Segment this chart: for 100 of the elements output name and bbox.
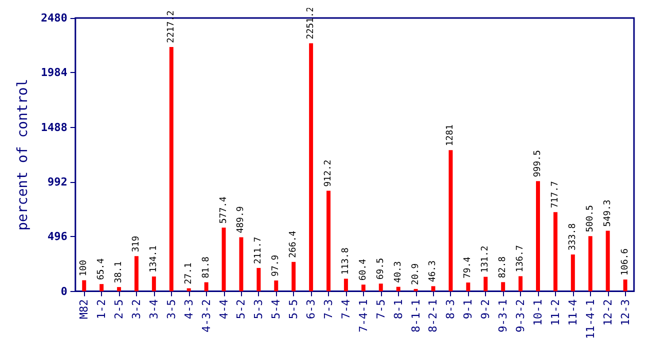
bar — [448, 150, 453, 292]
x-tick-label: 11-4 — [566, 298, 580, 326]
y-tick-label: 1984 — [40, 66, 68, 80]
data-label: 717.7 — [550, 181, 560, 208]
bar — [274, 280, 278, 292]
bar — [484, 276, 488, 292]
bar — [344, 278, 348, 292]
data-label: 97.9 — [271, 254, 282, 276]
bar — [501, 282, 506, 292]
data-label: 46.3 — [428, 260, 438, 282]
data-label: 113.8 — [340, 248, 351, 275]
bar — [169, 46, 174, 292]
bar — [326, 190, 331, 292]
data-label: 134.1 — [148, 245, 159, 272]
data-label: 577.4 — [218, 196, 229, 224]
bar — [623, 280, 628, 292]
y-tick-label: 496 — [48, 230, 68, 244]
bar — [256, 268, 261, 292]
data-label: 20.9 — [410, 263, 421, 285]
x-tick-label: 9-3-2 — [514, 299, 528, 332]
data-label: 131.2 — [480, 246, 491, 273]
y-tick-label: 2480 — [40, 12, 68, 24]
data-label: 65.4 — [96, 258, 107, 280]
x-tick-label: 10-1 — [531, 299, 544, 326]
x-tick-label: 7-4 — [339, 298, 352, 320]
data-label: 912.2 — [324, 160, 334, 187]
x-tick-label: 3-4 — [147, 298, 160, 320]
x-tick-label: 9-1 — [462, 299, 475, 320]
bar — [186, 288, 191, 292]
x-tick-label: 7-3 — [322, 299, 336, 320]
x-tick-label: 3-2 — [130, 299, 143, 320]
data-label: 82.8 — [498, 256, 508, 278]
data-label: 60.4 — [358, 258, 368, 281]
data-label: 500.5 — [585, 205, 596, 232]
bar — [239, 237, 244, 292]
bar — [100, 284, 104, 292]
bar — [518, 276, 523, 292]
data-label: 211.7 — [254, 236, 264, 264]
x-tick-label: 6-3 — [304, 299, 318, 320]
x-tick-label: 2-5 — [112, 299, 126, 320]
bar — [222, 228, 226, 292]
bar — [82, 280, 86, 292]
x-tick-label: 5-4 — [270, 298, 283, 320]
bar — [378, 284, 383, 292]
y-tick-label: 1488 — [40, 120, 68, 134]
bar — [553, 212, 558, 292]
data-label: 489.9 — [236, 206, 246, 234]
y-tick-label: 992 — [48, 175, 68, 188]
bar — [570, 254, 575, 292]
data-label: 1281 — [446, 124, 456, 146]
x-tick-label: 9-2 — [479, 299, 492, 320]
x-tick-label: 4-4 — [217, 298, 230, 320]
data-label: 40.3 — [393, 261, 404, 283]
bar — [152, 276, 156, 292]
data-label: 549.3 — [602, 200, 613, 227]
bar — [431, 286, 436, 292]
x-tick-label: 8-1-1 — [409, 299, 422, 332]
y-axis-title: percent of control — [15, 78, 31, 230]
x-tick-label: 11-4-1 — [584, 299, 597, 340]
data-label: 266.4 — [288, 230, 299, 258]
x-tick-label: 8-3 — [444, 299, 458, 320]
data-label: 81.8 — [201, 256, 212, 278]
bar — [536, 181, 540, 292]
data-label: 38.1 — [114, 261, 124, 284]
x-tick-label: 7-5 — [374, 299, 388, 320]
bar — [588, 236, 592, 292]
bar — [414, 288, 418, 292]
x-tick-label: 5-5 — [287, 299, 300, 320]
bar — [134, 256, 138, 292]
bar — [361, 284, 366, 292]
x-tick-label: 8-1 — [392, 299, 405, 320]
x-tick-label: 4-3-2 — [200, 299, 213, 332]
data-label: 999.5 — [532, 150, 543, 178]
x-tick-label: 9-3-1 — [496, 299, 510, 332]
x-tick-label: 11-2 — [548, 299, 562, 326]
x-tick-label: M82 — [78, 299, 91, 320]
x-tick-label: 3-5 — [164, 299, 178, 320]
bar — [117, 287, 122, 292]
data-label: 136.7 — [516, 245, 526, 272]
data-label: 27.1 — [184, 262, 194, 284]
data-label: 100 — [79, 260, 90, 276]
bar — [309, 43, 314, 292]
bar — [466, 282, 470, 292]
x-tick-label: 12-2 — [601, 299, 614, 326]
data-label: 2217.2 — [166, 10, 176, 43]
x-tick-label: 5-3 — [252, 299, 266, 320]
x-tick-label: 12-3 — [618, 299, 632, 326]
x-tick-label: 5-2 — [234, 299, 248, 320]
data-label: 333.8 — [568, 223, 578, 250]
x-tick-label: 8-2-1 — [426, 299, 440, 332]
bar — [204, 282, 208, 292]
bar — [292, 262, 296, 292]
x-tick-label: 7-4-1 — [356, 299, 370, 332]
x-tick-label: 4-3 — [182, 299, 196, 320]
data-label: 319 — [131, 236, 142, 252]
bar — [606, 230, 610, 292]
bar — [396, 286, 400, 292]
y-tick-label: 0 — [60, 284, 68, 298]
data-label: 69.5 — [376, 258, 386, 280]
data-label: 106.6 — [620, 248, 630, 276]
